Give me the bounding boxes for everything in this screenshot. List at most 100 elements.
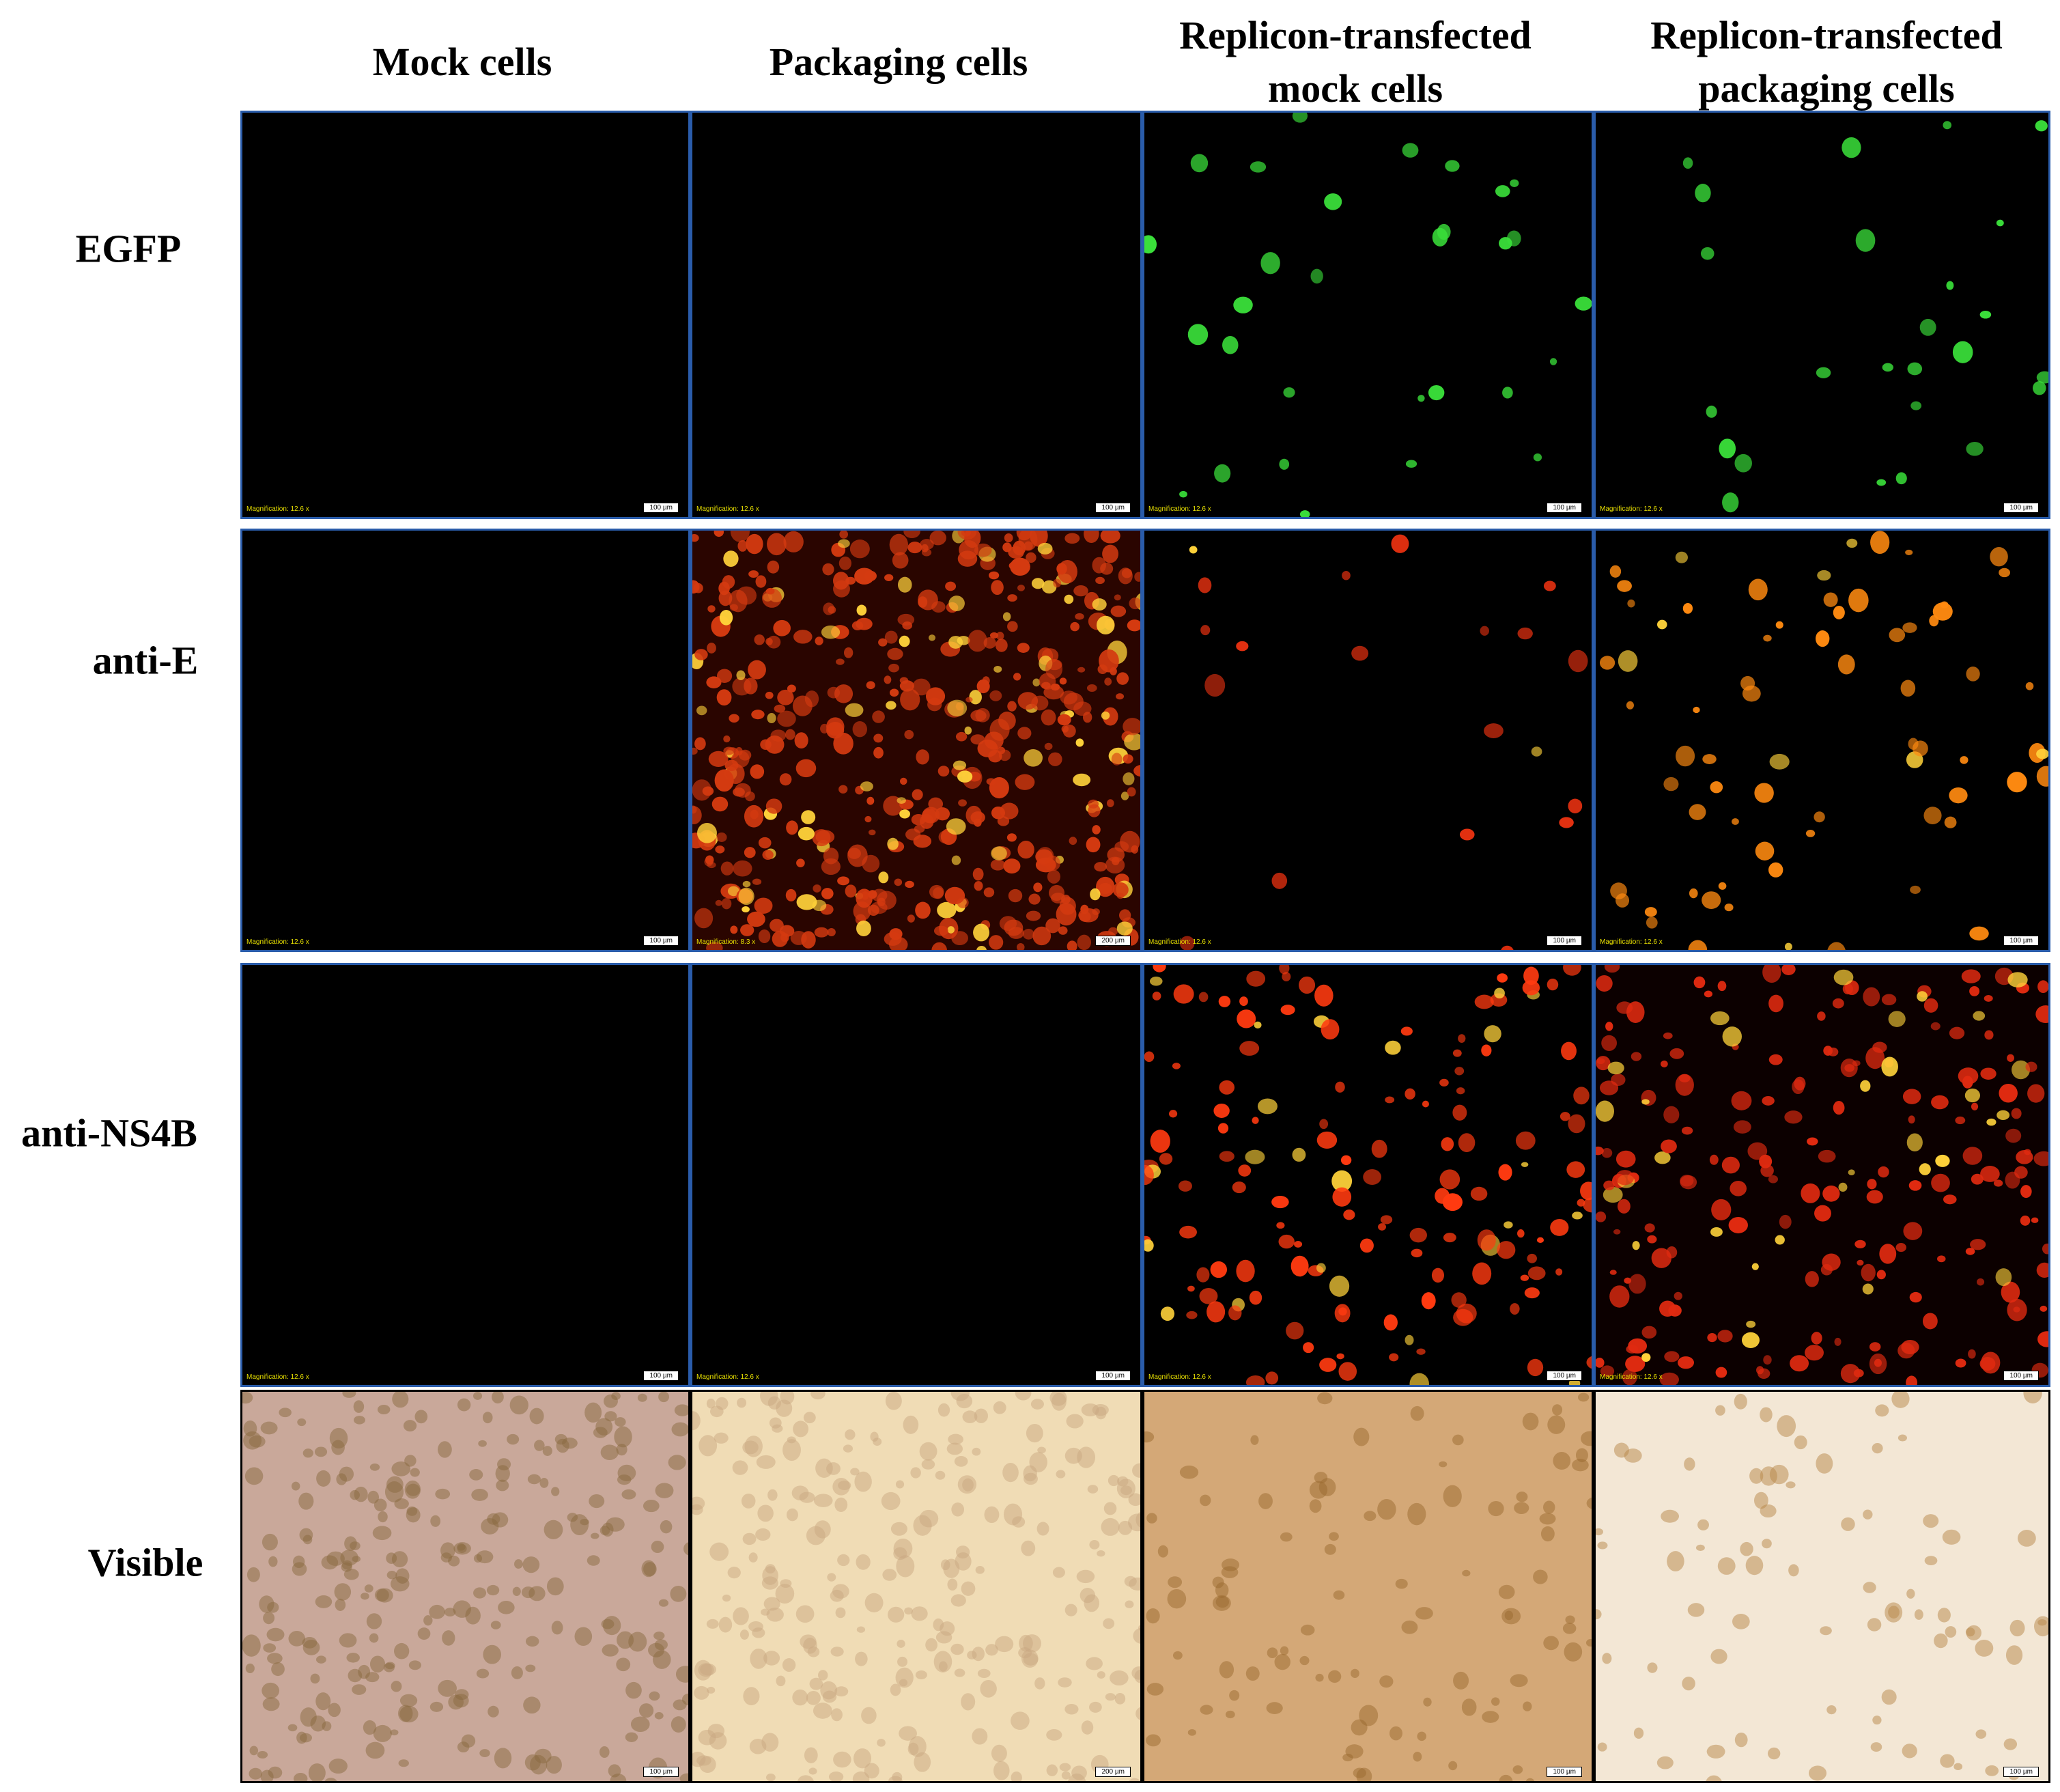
cell — [798, 826, 815, 841]
cell — [1945, 1626, 1957, 1638]
cell — [910, 1467, 921, 1479]
cell — [935, 1470, 946, 1480]
cell — [1150, 1130, 1170, 1153]
cell — [694, 1685, 709, 1700]
cell — [1710, 1227, 1723, 1237]
cell — [1876, 1270, 1886, 1280]
cell — [1807, 1137, 1818, 1146]
cell — [938, 830, 951, 843]
cell — [1168, 1576, 1183, 1588]
micrograph: Magnification: 12.6 x 100 µm — [240, 963, 690, 1387]
cell — [1452, 1434, 1464, 1446]
cell — [1258, 1493, 1273, 1509]
cell — [793, 630, 813, 644]
cell — [1294, 1241, 1303, 1248]
cell — [369, 1633, 379, 1643]
cell — [1353, 1427, 1370, 1446]
cell — [882, 1569, 897, 1581]
cell — [1401, 1620, 1418, 1634]
cell — [775, 1584, 795, 1604]
cell — [1731, 1091, 1752, 1110]
cell — [1833, 969, 1854, 985]
cell — [887, 837, 899, 850]
cell — [1762, 1539, 1772, 1549]
cell — [1236, 1259, 1255, 1283]
cell — [1017, 727, 1032, 740]
cell — [957, 897, 969, 908]
cell — [341, 1562, 352, 1572]
cell — [1826, 1705, 1837, 1715]
cell — [528, 1586, 546, 1601]
cell — [833, 1751, 851, 1768]
cell — [769, 1417, 782, 1429]
scale-bar: 100 µm — [1547, 1767, 1582, 1777]
cell — [1283, 387, 1295, 398]
cell — [1753, 1492, 1768, 1509]
cell — [1848, 588, 1869, 613]
cell — [1961, 969, 1981, 983]
cell — [961, 1693, 976, 1711]
cell — [856, 920, 871, 937]
cell — [1315, 1673, 1324, 1682]
cell — [1760, 1504, 1777, 1518]
cell — [1968, 1349, 1976, 1359]
cell — [1996, 1110, 2010, 1121]
cell — [897, 1640, 905, 1648]
cell — [721, 897, 732, 910]
cell — [1441, 1137, 1454, 1151]
cell — [1521, 1162, 1529, 1167]
cell — [1527, 1358, 1544, 1377]
cell — [299, 1733, 312, 1743]
cell — [262, 1697, 280, 1711]
cell — [1559, 817, 1574, 828]
cell — [429, 1701, 444, 1712]
cell — [310, 1673, 320, 1684]
cell — [1451, 1292, 1467, 1308]
cell — [977, 1668, 991, 1679]
magnification: Magnification: 8.3 x — [696, 938, 756, 946]
cell — [246, 1567, 260, 1582]
cell — [1730, 1180, 1747, 1196]
cell — [1767, 1747, 1781, 1760]
cell — [1533, 453, 1542, 462]
cell — [1929, 615, 1939, 627]
cell — [1975, 1639, 1994, 1657]
cell — [1073, 585, 1088, 597]
cell — [797, 1775, 814, 1781]
cell — [761, 1608, 770, 1616]
cell — [1869, 1342, 1881, 1352]
cell — [1732, 818, 1739, 825]
cell — [1512, 1765, 1523, 1774]
cell — [1862, 1283, 1874, 1295]
cell — [509, 1395, 528, 1415]
scale-bar: 200 µm — [1095, 1767, 1131, 1777]
cell — [2007, 1298, 2027, 1321]
cell — [1854, 1240, 1866, 1248]
cell — [1749, 1468, 1764, 1484]
cell — [1052, 1392, 1067, 1411]
cell — [492, 1392, 504, 1404]
cell — [737, 540, 748, 552]
cell — [1946, 281, 1954, 290]
cell — [1213, 1103, 1230, 1118]
cell — [845, 576, 856, 585]
cell — [2025, 682, 2034, 690]
cell — [390, 1729, 399, 1736]
cell — [1232, 1181, 1246, 1194]
cell — [2037, 1331, 2048, 1347]
cell — [2017, 1530, 2036, 1547]
cell — [1053, 578, 1062, 588]
cell — [365, 1672, 380, 1683]
row-label: anti-E — [92, 638, 199, 683]
cell — [621, 1489, 636, 1500]
cell — [1250, 1435, 1259, 1445]
cell — [1688, 940, 1708, 950]
cell — [1453, 1671, 1469, 1690]
cell — [972, 1447, 981, 1456]
cell — [884, 574, 894, 581]
cell — [767, 1489, 778, 1501]
cell — [346, 1653, 360, 1663]
cell — [1745, 1556, 1764, 1576]
cell — [864, 1593, 884, 1612]
cell — [457, 1398, 471, 1412]
